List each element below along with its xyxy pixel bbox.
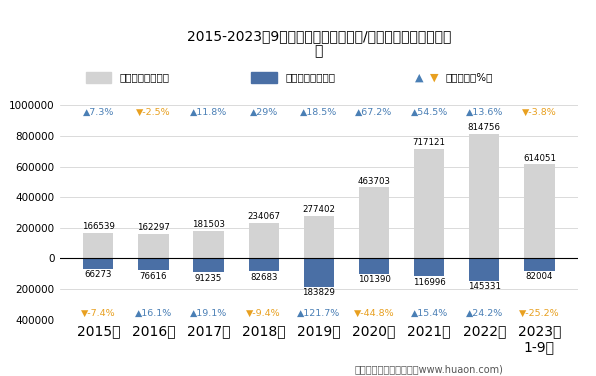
Text: ▼-25.2%: ▼-25.2% bbox=[519, 309, 560, 318]
Text: 277402: 277402 bbox=[302, 205, 336, 214]
Bar bbox=[249, 223, 279, 258]
Text: 进口额（万美元）: 进口额（万美元） bbox=[285, 73, 335, 82]
Text: ▼-2.5%: ▼-2.5% bbox=[136, 108, 171, 117]
Bar bbox=[469, 133, 499, 258]
Text: ▲19.1%: ▲19.1% bbox=[190, 309, 227, 318]
Text: ▲15.4%: ▲15.4% bbox=[411, 309, 448, 318]
Text: ▲11.8%: ▲11.8% bbox=[190, 108, 227, 117]
Text: ▼-7.4%: ▼-7.4% bbox=[81, 309, 116, 318]
Bar bbox=[249, 258, 279, 271]
Text: 234067: 234067 bbox=[247, 212, 280, 221]
Bar bbox=[359, 187, 389, 258]
Text: ▲18.5%: ▲18.5% bbox=[300, 108, 337, 117]
Text: 717121: 717121 bbox=[412, 138, 446, 147]
FancyBboxPatch shape bbox=[86, 72, 111, 83]
Text: ▲7.3%: ▲7.3% bbox=[83, 108, 114, 117]
Text: 76616: 76616 bbox=[139, 271, 167, 280]
Text: ▼-3.8%: ▼-3.8% bbox=[522, 108, 557, 117]
Text: 183829: 183829 bbox=[302, 288, 336, 297]
Bar bbox=[524, 258, 554, 271]
Bar bbox=[304, 216, 334, 258]
Text: ▲54.5%: ▲54.5% bbox=[411, 108, 448, 117]
Text: 116996: 116996 bbox=[413, 278, 445, 287]
Text: ▲24.2%: ▲24.2% bbox=[465, 309, 503, 318]
Bar bbox=[469, 258, 499, 280]
Text: 145331: 145331 bbox=[468, 282, 501, 291]
Text: 162297: 162297 bbox=[137, 223, 170, 232]
Text: 2015-2023年9月滁州市（境内目的地/货源地）进、出口额统: 2015-2023年9月滁州市（境内目的地/货源地）进、出口额统 bbox=[187, 29, 451, 43]
Text: 82683: 82683 bbox=[250, 273, 278, 282]
Text: 463703: 463703 bbox=[358, 177, 390, 186]
Text: 614051: 614051 bbox=[523, 154, 556, 163]
FancyBboxPatch shape bbox=[252, 72, 277, 83]
Bar bbox=[414, 258, 444, 276]
Text: 计: 计 bbox=[315, 44, 323, 58]
Bar bbox=[414, 149, 444, 258]
Text: ▲16.1%: ▲16.1% bbox=[135, 309, 172, 318]
Text: ▼: ▼ bbox=[430, 73, 439, 82]
Bar bbox=[138, 233, 169, 258]
Text: 101390: 101390 bbox=[358, 275, 390, 284]
Text: 814756: 814756 bbox=[468, 123, 501, 132]
Text: 82004: 82004 bbox=[526, 273, 553, 282]
Bar bbox=[524, 164, 554, 258]
Text: ▲29%: ▲29% bbox=[250, 108, 278, 117]
Text: 制图：华经产业研究院（www.huaon.com): 制图：华经产业研究院（www.huaon.com) bbox=[355, 364, 504, 374]
Text: 166539: 166539 bbox=[82, 222, 115, 231]
Text: ▼-44.8%: ▼-44.8% bbox=[353, 309, 395, 318]
Bar bbox=[304, 258, 334, 287]
Bar bbox=[194, 258, 224, 272]
Bar bbox=[83, 258, 113, 268]
Text: 出口额（万美元）: 出口额（万美元） bbox=[119, 73, 169, 82]
Text: 同比增长（%）: 同比增长（%） bbox=[446, 73, 493, 82]
Bar bbox=[83, 233, 113, 258]
Text: 181503: 181503 bbox=[192, 220, 225, 229]
Bar bbox=[359, 258, 389, 274]
Text: ▲13.6%: ▲13.6% bbox=[465, 108, 503, 117]
Text: ▲67.2%: ▲67.2% bbox=[355, 108, 393, 117]
Text: ▼-9.4%: ▼-9.4% bbox=[246, 309, 281, 318]
Bar bbox=[138, 258, 169, 270]
Text: 91235: 91235 bbox=[195, 274, 222, 283]
Text: ▲121.7%: ▲121.7% bbox=[297, 309, 340, 318]
Text: 66273: 66273 bbox=[85, 270, 112, 279]
Text: ▲: ▲ bbox=[415, 73, 423, 82]
Bar bbox=[194, 230, 224, 258]
